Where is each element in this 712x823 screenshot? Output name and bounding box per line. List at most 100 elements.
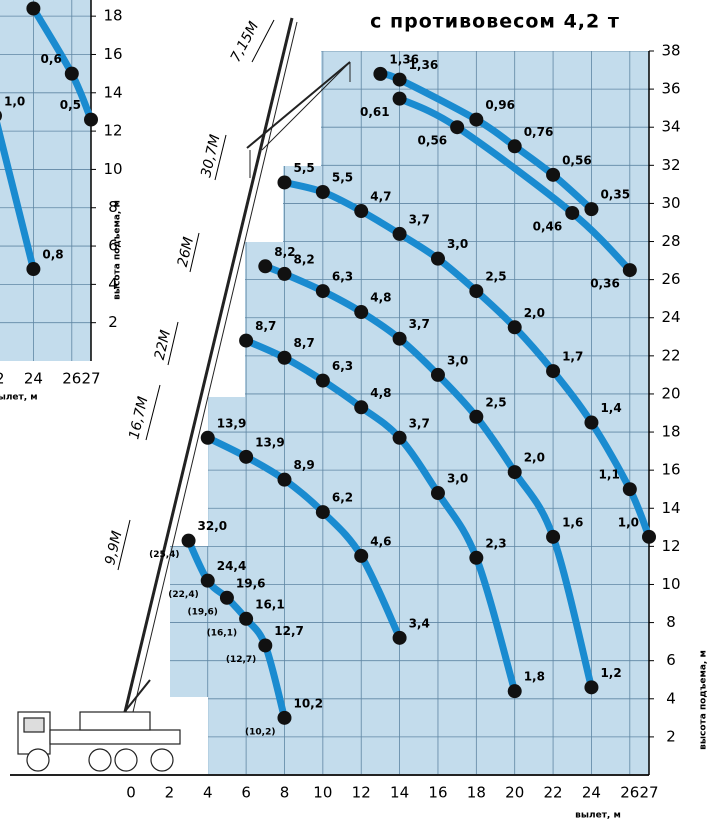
point — [0, 110, 2, 121]
point-label: 1,36 — [409, 58, 439, 72]
boom-tick — [167, 321, 179, 366]
point-label: 32,0 — [198, 519, 228, 533]
point-label: 1,0 — [4, 94, 25, 108]
plot-area — [170, 51, 649, 775]
x-tick-label: 0 — [126, 784, 136, 802]
plot-area — [0, 0, 91, 361]
x-axis-title: вылет, м — [0, 393, 38, 403]
point-label: 0,8 — [42, 248, 63, 262]
point-label: 2,5 — [485, 395, 506, 409]
point — [507, 465, 522, 480]
point — [64, 66, 79, 81]
boom-label: 7,15М — [228, 19, 262, 65]
point — [469, 284, 484, 299]
alt-label: (25,4) — [149, 550, 179, 560]
x-tick-label: 6 — [241, 784, 251, 802]
boom-tick — [145, 384, 161, 441]
point — [258, 638, 273, 653]
point-label: 1,4 — [600, 401, 621, 415]
x-tick-label: 27 — [639, 784, 658, 802]
boom-tick — [251, 19, 275, 63]
point-label: 0,56 — [562, 153, 592, 167]
point-label: 3,0 — [447, 237, 468, 251]
y-tick-label: 22 — [661, 346, 680, 364]
turntable — [79, 711, 151, 731]
y-tick-label: 12 — [103, 122, 122, 140]
point — [584, 415, 599, 430]
point-label: 10,2 — [293, 696, 323, 710]
y-tick-label: 2 — [666, 727, 676, 745]
y-axis-title: высота подъема, м — [699, 650, 709, 750]
point — [315, 505, 330, 520]
wheel — [88, 748, 112, 772]
point — [277, 710, 292, 725]
point — [239, 611, 254, 626]
point-label: 3,7 — [409, 212, 430, 226]
point-label: 3,4 — [409, 616, 430, 630]
point-label: 3,0 — [447, 472, 468, 486]
crane — [10, 17, 649, 776]
point-label: 0,5 — [60, 98, 81, 112]
x-tick-label: 10 — [313, 784, 332, 802]
point — [469, 550, 484, 565]
point-label: 16,1 — [255, 597, 285, 611]
point-label: 19,6 — [236, 576, 266, 590]
point-label: 24,4 — [217, 559, 247, 573]
point-label: 0,96 — [485, 98, 515, 112]
jib — [261, 61, 351, 151]
alt-label: (10,2) — [245, 727, 275, 737]
point-label: 8,9 — [293, 458, 314, 472]
point — [354, 400, 369, 415]
point-label: 3,7 — [409, 416, 430, 430]
point-label: 8,2 — [293, 252, 314, 266]
point-label: 0,61 — [360, 105, 390, 119]
x-tick-label: 16 — [428, 784, 447, 802]
curve — [0, 121, 37, 273]
wheel — [26, 748, 50, 772]
point — [469, 409, 484, 424]
point-label: 0,46 — [533, 219, 563, 233]
point — [354, 548, 369, 563]
x-tick-label: 27 — [81, 370, 100, 388]
point — [392, 331, 407, 346]
point — [373, 66, 388, 81]
y-tick-label: 4 — [666, 689, 676, 707]
point — [430, 367, 445, 382]
alt-label: (19,6) — [187, 607, 217, 617]
y-tick-label: 16 — [103, 45, 122, 63]
y-tick-label: 14 — [103, 83, 122, 101]
x-tick-label: 2 — [165, 784, 175, 802]
boom-label: 9,9М — [102, 529, 125, 566]
point-label: 8,7 — [293, 336, 314, 350]
y-tick-label: 36 — [661, 80, 680, 98]
point-label: 2,0 — [524, 451, 545, 465]
y-tick-label: 20 — [661, 384, 680, 402]
y-axis-title: высота подъема, м — [113, 200, 123, 300]
point — [469, 112, 484, 127]
point-label: 1,36 — [389, 52, 419, 66]
point — [642, 529, 656, 544]
point-label: 0,76 — [524, 125, 554, 139]
y-tick-label: 28 — [661, 232, 680, 250]
point-label: 6,3 — [332, 270, 353, 284]
point — [277, 266, 292, 281]
point-label: 0,56 — [418, 134, 448, 148]
point — [584, 680, 599, 695]
boom-tick — [117, 519, 131, 571]
point — [622, 263, 637, 278]
chassis — [49, 729, 181, 745]
x-tick-label: 14 — [390, 784, 409, 802]
x-tick-label: 22 — [544, 784, 563, 802]
point-label: 1,6 — [562, 515, 583, 529]
point — [277, 175, 292, 190]
x-tick-label: 24 — [24, 370, 43, 388]
point — [84, 112, 98, 127]
y-tick-label: 12 — [661, 537, 680, 555]
x-tick-label: 26 — [62, 370, 81, 388]
boom-ticks — [117, 19, 275, 571]
point — [392, 91, 407, 106]
cab-window — [23, 717, 45, 733]
alt-label: (12,7) — [226, 655, 256, 665]
point-label: 1,8 — [524, 670, 545, 684]
